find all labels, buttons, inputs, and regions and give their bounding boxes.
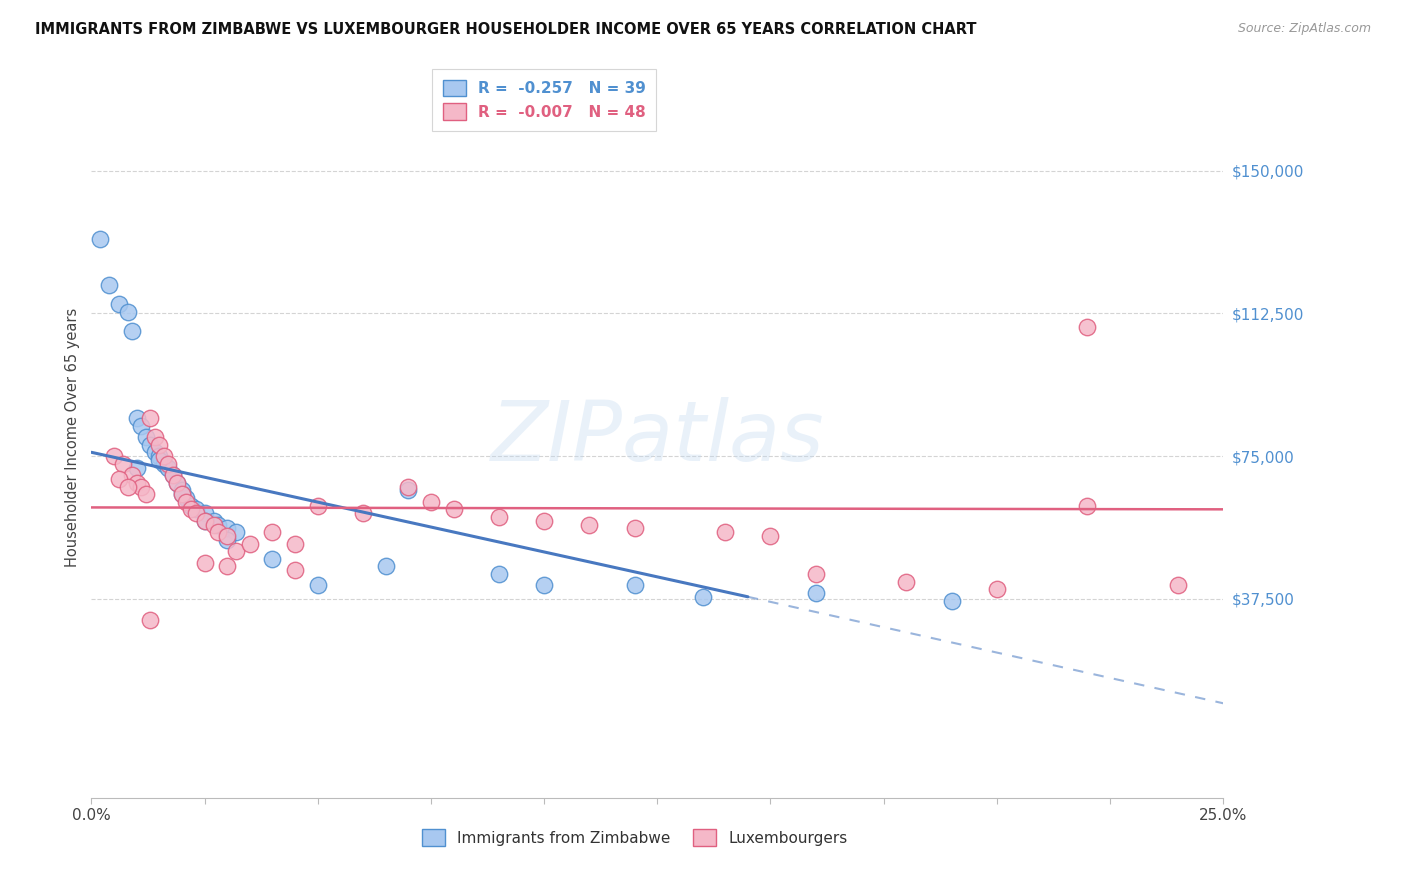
- Point: [157, 457, 180, 471]
- Point: [170, 487, 193, 501]
- Point: [148, 449, 170, 463]
- Point: [623, 578, 645, 592]
- Point: [217, 521, 239, 535]
- Point: [153, 457, 176, 471]
- Y-axis label: Householder Income Over 65 years: Householder Income Over 65 years: [65, 308, 80, 566]
- Point: [98, 277, 121, 292]
- Point: [1076, 319, 1098, 334]
- Point: [804, 566, 827, 581]
- Point: [804, 586, 827, 600]
- Point: [202, 514, 225, 528]
- Point: [284, 563, 307, 577]
- Point: [262, 525, 284, 540]
- Point: [217, 529, 239, 543]
- Point: [307, 499, 329, 513]
- Point: [135, 430, 157, 444]
- Point: [176, 491, 198, 505]
- Point: [184, 506, 207, 520]
- Point: [112, 457, 135, 471]
- Point: [443, 502, 465, 516]
- Point: [262, 551, 284, 566]
- Point: [623, 521, 645, 535]
- Point: [692, 590, 714, 604]
- Point: [125, 475, 148, 490]
- Point: [217, 533, 239, 547]
- Point: [107, 472, 129, 486]
- Point: [225, 544, 247, 558]
- Point: [166, 475, 188, 490]
- Point: [533, 514, 555, 528]
- Point: [148, 453, 170, 467]
- Point: [419, 494, 441, 508]
- Point: [162, 468, 184, 483]
- Point: [239, 536, 262, 550]
- Point: [148, 438, 170, 452]
- Point: [103, 449, 125, 463]
- Point: [488, 510, 510, 524]
- Point: [89, 232, 111, 246]
- Point: [374, 559, 396, 574]
- Point: [135, 487, 157, 501]
- Point: [193, 514, 217, 528]
- Point: [176, 494, 198, 508]
- Point: [153, 449, 176, 463]
- Point: [307, 578, 329, 592]
- Point: [207, 525, 229, 540]
- Text: Source: ZipAtlas.com: Source: ZipAtlas.com: [1237, 22, 1371, 36]
- Point: [225, 525, 247, 540]
- Point: [941, 593, 963, 607]
- Point: [986, 582, 1008, 597]
- Text: IMMIGRANTS FROM ZIMBABWE VS LUXEMBOURGER HOUSEHOLDER INCOME OVER 65 YEARS CORREL: IMMIGRANTS FROM ZIMBABWE VS LUXEMBOURGER…: [35, 22, 977, 37]
- Point: [396, 479, 419, 493]
- Legend: Immigrants from Zimbabwe, Luxembourgers: Immigrants from Zimbabwe, Luxembourgers: [416, 823, 853, 852]
- Point: [162, 468, 184, 483]
- Point: [396, 483, 419, 498]
- Point: [207, 517, 229, 532]
- Point: [125, 411, 148, 425]
- Point: [193, 514, 217, 528]
- Point: [1167, 578, 1189, 592]
- Point: [284, 536, 307, 550]
- Point: [217, 559, 239, 574]
- Point: [125, 460, 148, 475]
- Text: ZIPatlas: ZIPatlas: [491, 397, 824, 477]
- Point: [139, 613, 162, 627]
- Point: [129, 418, 152, 433]
- Point: [180, 499, 202, 513]
- Point: [117, 479, 139, 493]
- Point: [193, 556, 217, 570]
- Point: [143, 445, 166, 459]
- Point: [121, 324, 143, 338]
- Point: [166, 475, 188, 490]
- Point: [714, 525, 737, 540]
- Point: [180, 502, 202, 516]
- Point: [896, 574, 918, 589]
- Point: [578, 517, 600, 532]
- Point: [121, 468, 143, 483]
- Point: [184, 502, 207, 516]
- Point: [143, 430, 166, 444]
- Point: [1076, 499, 1098, 513]
- Point: [202, 517, 225, 532]
- Point: [170, 483, 193, 498]
- Point: [157, 460, 180, 475]
- Point: [488, 566, 510, 581]
- Point: [170, 487, 193, 501]
- Point: [107, 297, 129, 311]
- Point: [533, 578, 555, 592]
- Point: [139, 438, 162, 452]
- Point: [193, 506, 217, 520]
- Point: [352, 506, 374, 520]
- Point: [759, 529, 782, 543]
- Point: [117, 304, 139, 318]
- Point: [139, 411, 162, 425]
- Point: [129, 479, 152, 493]
